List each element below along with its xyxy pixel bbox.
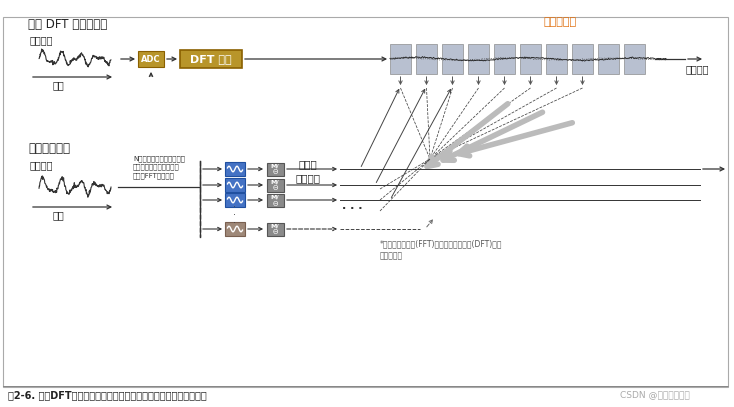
Text: Θ: Θ xyxy=(272,169,277,175)
Text: 时间: 时间 xyxy=(52,80,64,90)
Text: 图2-6. 基于DFT的频谱分析仪及采用带通滤波器群的同等实现方案。: 图2-6. 基于DFT的频谱分析仪及采用带通滤波器群的同等实现方案。 xyxy=(8,390,207,400)
Text: *快速傅立叶变换(FFT)是离散傅立叶变换(DFT)的常
见实现方式: *快速傅立叶变换(FFT)是离散傅立叶变换(DFT)的常 见实现方式 xyxy=(380,239,503,260)
Text: M/: M/ xyxy=(271,195,280,199)
Text: 输入信号: 输入信号 xyxy=(30,35,54,45)
Bar xyxy=(266,179,283,192)
Text: DFT 引擎: DFT 引擎 xyxy=(190,54,232,64)
Text: 基于 DFT 的频谱分析: 基于 DFT 的频谱分析 xyxy=(28,18,107,31)
Bar xyxy=(225,222,245,236)
Bar xyxy=(598,44,619,74)
Text: 复杂的
包络检测: 复杂的 包络检测 xyxy=(296,159,321,183)
Bar xyxy=(266,193,283,206)
Bar xyxy=(416,44,437,74)
Text: M/: M/ xyxy=(271,223,280,228)
Text: N个等通滤波器组成的群，
这些滤波器的中心之间相
距一个FFT频率带宽: N个等通滤波器组成的群， 这些滤波器的中心之间相 距一个FFT频率带宽 xyxy=(133,155,185,179)
Text: ADC: ADC xyxy=(141,55,161,63)
Text: 存储器内容: 存储器内容 xyxy=(543,17,577,27)
Bar xyxy=(546,44,567,74)
Bar xyxy=(390,44,411,74)
FancyBboxPatch shape xyxy=(138,51,164,67)
Bar xyxy=(624,44,645,74)
Text: 时间样点: 时间样点 xyxy=(686,64,709,74)
Text: 输入信号: 输入信号 xyxy=(30,160,54,170)
Bar xyxy=(572,44,593,74)
FancyBboxPatch shape xyxy=(180,50,242,68)
Text: CSDN @阳光开朗男孩: CSDN @阳光开朗男孩 xyxy=(620,390,690,400)
Text: ·
·
·: · · · xyxy=(233,201,236,228)
Text: 同等滤波器群: 同等滤波器群 xyxy=(28,142,70,155)
Bar xyxy=(266,162,283,175)
Text: M/: M/ xyxy=(271,164,280,168)
Text: 时间: 时间 xyxy=(52,210,64,220)
Text: Θ: Θ xyxy=(272,186,277,192)
Bar xyxy=(520,44,541,74)
Bar xyxy=(3,386,728,387)
Bar xyxy=(225,193,245,207)
Text: · · ·: · · · xyxy=(342,204,363,214)
Text: M/: M/ xyxy=(271,179,280,184)
Bar xyxy=(225,162,245,176)
Bar xyxy=(468,44,489,74)
Bar xyxy=(225,178,245,192)
Text: Θ: Θ xyxy=(272,201,277,206)
Bar xyxy=(266,223,283,236)
Text: Θ: Θ xyxy=(272,230,277,236)
Bar xyxy=(494,44,515,74)
Bar xyxy=(442,44,463,74)
